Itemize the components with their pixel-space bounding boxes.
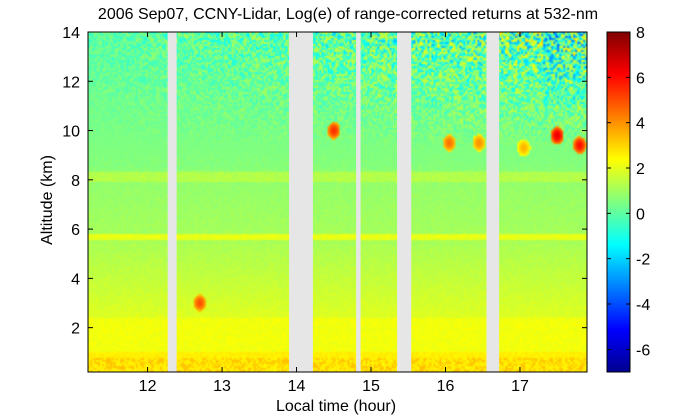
- y-tick-label: 6: [71, 222, 80, 239]
- colorbar-tick-label: -6: [636, 342, 650, 359]
- chart-title: 2006 Sep07, CCNY-Lidar, Log(e) of range-…: [98, 6, 598, 23]
- y-axis-ticks: 2 4 6 8 10 12 14: [62, 25, 587, 338]
- colorbar-tick-label: 8: [636, 25, 645, 42]
- colorbar: [606, 31, 631, 373]
- y-tick-label: 10: [62, 124, 80, 141]
- y-tick-label: 4: [71, 271, 80, 288]
- data-gap-band: [167, 32, 177, 372]
- y-tick-label: 2: [71, 321, 80, 338]
- x-tick-label: 13: [213, 378, 231, 395]
- data-gap-band: [486, 32, 500, 372]
- colorbar-tick-label: -2: [636, 252, 650, 269]
- x-tick-label: 16: [437, 378, 455, 395]
- data-gaps: [167, 32, 500, 372]
- y-axis-label: Altitude (km): [39, 155, 56, 245]
- colorbar-tick-label: -4: [636, 297, 650, 314]
- data-gap-band: [356, 32, 361, 372]
- colorbar-ticks: 8 6 4 2 0 -2 -4 -6: [607, 25, 650, 359]
- colorbar-tick-label: 4: [636, 116, 645, 133]
- x-axis-label: Local time (hour): [276, 398, 396, 415]
- x-tick-label: 14: [288, 378, 306, 395]
- y-tick-label: 14: [62, 25, 80, 42]
- data-gap-band: [289, 32, 313, 372]
- colorbar-tick-label: 0: [636, 206, 645, 223]
- x-axis-ticks: 12 13 14 15 16 17: [139, 32, 529, 395]
- heatmap-image: [88, 32, 587, 372]
- y-tick-label: 8: [71, 173, 80, 190]
- y-tick-label: 12: [62, 74, 80, 91]
- colorbar-tick-label: 6: [636, 70, 645, 87]
- x-tick-label: 15: [362, 378, 380, 395]
- plot-frame: [87, 31, 588, 373]
- x-tick-label: 17: [511, 378, 529, 395]
- x-tick-label: 12: [139, 378, 157, 395]
- colorbar-tick-label: 2: [636, 161, 645, 178]
- data-gap-band: [397, 32, 412, 372]
